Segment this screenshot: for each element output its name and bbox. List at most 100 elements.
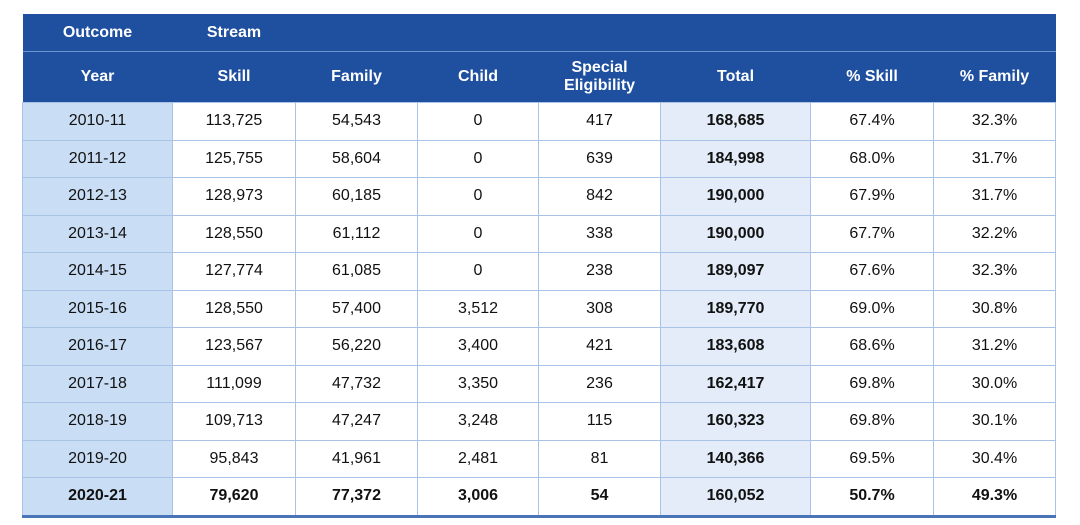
table-row: 2016-17 123,567 56,220 3,400 421 183,608 68.6%… (22, 327, 1056, 366)
table-row: 2013-14 128,550 61,112 0 338 190,000 67.7% 32.2… (22, 214, 1056, 253)
table-cell: 162,417 (660, 364, 811, 403)
table-cell: 54,543 (295, 102, 418, 141)
column-header-row: Year Skill Family Child Special Eligibility T… (22, 51, 1056, 103)
table-cell: 421 (538, 327, 661, 366)
table-cell: 31.7% (933, 139, 1056, 178)
table-cell: 32.3% (933, 252, 1056, 291)
table-cell: 125,755 (172, 139, 296, 178)
table-cell: 168,685 (660, 102, 811, 141)
column-header: Total (660, 51, 811, 103)
table-cell: 2,481 (417, 439, 539, 478)
outcome-table: Outcome Stream Year Skill Family Child Specia… (22, 14, 1056, 518)
column-header: Year (22, 51, 173, 103)
table-cell: 95,843 (172, 439, 296, 478)
table-cell: 639 (538, 139, 661, 178)
table-cell: 160,323 (660, 402, 811, 441)
table-cell: 31.2% (933, 327, 1056, 366)
table-cell: 41,961 (295, 439, 418, 478)
table-cell: 0 (417, 102, 539, 141)
table-cell: 123,567 (172, 327, 296, 366)
table-cell: 2020-21 (22, 477, 173, 518)
table-cell: 67.6% (810, 252, 934, 291)
group-header-cell (660, 14, 811, 52)
table-cell: 60,185 (295, 177, 418, 216)
table-cell: 57,400 (295, 289, 418, 328)
table-cell: 236 (538, 364, 661, 403)
table-cell: 140,366 (660, 439, 811, 478)
table-cell: 50.7% (810, 477, 934, 518)
table-cell: 3,350 (417, 364, 539, 403)
table-row: 2010-11 113,725 54,543 0 417 168,685 67.4% 32.3… (22, 102, 1056, 141)
table-cell: 32.2% (933, 214, 1056, 253)
table-cell: 30.4% (933, 439, 1056, 478)
table-cell: 111,099 (172, 364, 296, 403)
group-header-cell (810, 14, 934, 52)
table-cell: 0 (417, 252, 539, 291)
table-cell: 67.7% (810, 214, 934, 253)
table-cell: 2019-20 (22, 439, 173, 478)
group-header-row: Outcome Stream (22, 14, 1056, 52)
table-cell: 30.1% (933, 402, 1056, 441)
table-cell: 67.9% (810, 177, 934, 216)
table-cell: 190,000 (660, 177, 811, 216)
table-cell: 79,620 (172, 477, 296, 518)
table-cell: 2011-12 (22, 139, 173, 178)
table-cell: 68.0% (810, 139, 934, 178)
table-cell: 2016-17 (22, 327, 173, 366)
table-cell: 30.8% (933, 289, 1056, 328)
table-cell: 2015-16 (22, 289, 173, 328)
table-row: 2018-19 109,713 47,247 3,248 115 160,323 69.8%… (22, 402, 1056, 441)
table-cell: 189,770 (660, 289, 811, 328)
table-row: 2015-16 128,550 57,400 3,512 308 189,770 69.0%… (22, 289, 1056, 328)
table-cell: 238 (538, 252, 661, 291)
table-cell: 54 (538, 477, 661, 518)
table-cell: 308 (538, 289, 661, 328)
table-cell: 2013-14 (22, 214, 173, 253)
table-cell: 128,973 (172, 177, 296, 216)
group-header-cell: Stream (172, 14, 296, 52)
table-cell: 49.3% (933, 477, 1056, 518)
table-cell: 128,550 (172, 214, 296, 253)
table-cell: 109,713 (172, 402, 296, 441)
table-cell: 56,220 (295, 327, 418, 366)
table-cell: 417 (538, 102, 661, 141)
table-cell: 47,247 (295, 402, 418, 441)
column-header: % Skill (810, 51, 934, 103)
group-header-cell (295, 14, 418, 52)
table-cell: 69.8% (810, 402, 934, 441)
table-cell: 127,774 (172, 252, 296, 291)
table-cell: 32.3% (933, 102, 1056, 141)
table-row: 2011-12 125,755 58,604 0 639 184,998 68.0% 31.7… (22, 139, 1056, 178)
table-cell: 31.7% (933, 177, 1056, 216)
table-cell: 69.5% (810, 439, 934, 478)
table-cell: 184,998 (660, 139, 811, 178)
column-header: Family (295, 51, 418, 103)
table-cell: 2018-19 (22, 402, 173, 441)
table-cell: 77,372 (295, 477, 418, 518)
table-cell: 113,725 (172, 102, 296, 141)
table-cell: 842 (538, 177, 661, 216)
table-header: Outcome Stream Year Skill Family Child Specia… (22, 14, 1056, 103)
table-cell: 3,400 (417, 327, 539, 366)
table-cell: 67.4% (810, 102, 934, 141)
table-cell: 0 (417, 139, 539, 178)
group-header-cell (933, 14, 1056, 52)
table-cell: 189,097 (660, 252, 811, 291)
table-cell: 69.8% (810, 364, 934, 403)
table-cell: 2014-15 (22, 252, 173, 291)
table-cell: 61,112 (295, 214, 418, 253)
group-header-cell (538, 14, 661, 52)
table-cell: 183,608 (660, 327, 811, 366)
table-cell: 190,000 (660, 214, 811, 253)
table-cell: 2017-18 (22, 364, 173, 403)
column-header: Child (417, 51, 539, 103)
table-body: 2010-11 113,725 54,543 0 417 168,685 67.4% 32.3… (22, 102, 1056, 518)
table-cell: 3,006 (417, 477, 539, 518)
table-cell: 61,085 (295, 252, 418, 291)
table-cell: 160,052 (660, 477, 811, 518)
group-header-cell: Outcome (22, 14, 173, 52)
table-cell: 338 (538, 214, 661, 253)
table-cell: 128,550 (172, 289, 296, 328)
table-cell: 0 (417, 214, 539, 253)
